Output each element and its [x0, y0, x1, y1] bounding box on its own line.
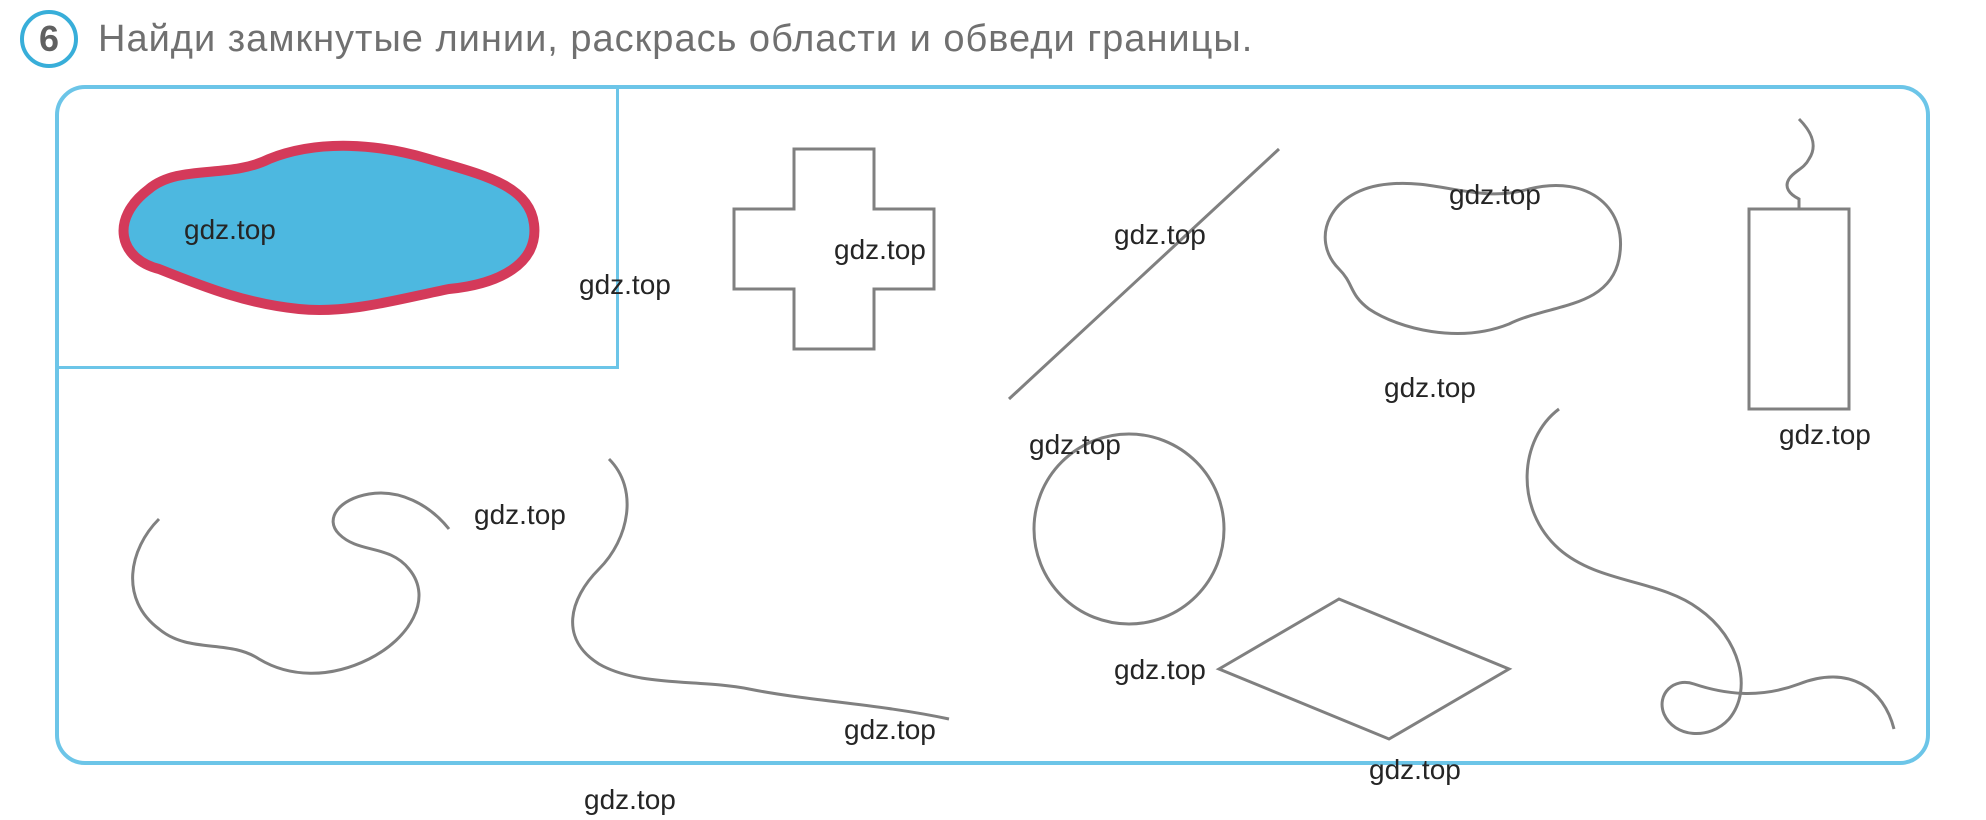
task-header: 6 Найди замкнутые линии, раскрась област… — [0, 0, 1986, 78]
watermark-text: gdz.top — [584, 784, 676, 816]
example-blob — [59, 89, 619, 369]
curl-line — [1499, 379, 1919, 759]
task-number-circle: 6 — [20, 10, 78, 68]
example-box — [59, 89, 619, 369]
task-number: 6 — [39, 18, 59, 60]
blob-top-right — [1279, 129, 1659, 379]
blob-bottom-left — [89, 439, 509, 739]
rhombus-shape — [1139, 569, 1539, 769]
task-instruction: Найди замкнутые линии, раскрась области … — [98, 18, 1253, 61]
diagonal-line — [969, 119, 1319, 419]
cross-shape — [709, 119, 959, 369]
wavy-line — [509, 429, 1009, 729]
shapes-container: gdz.topgdz.topgdz.topgdz.topgdz.topgdz.t… — [55, 85, 1930, 765]
